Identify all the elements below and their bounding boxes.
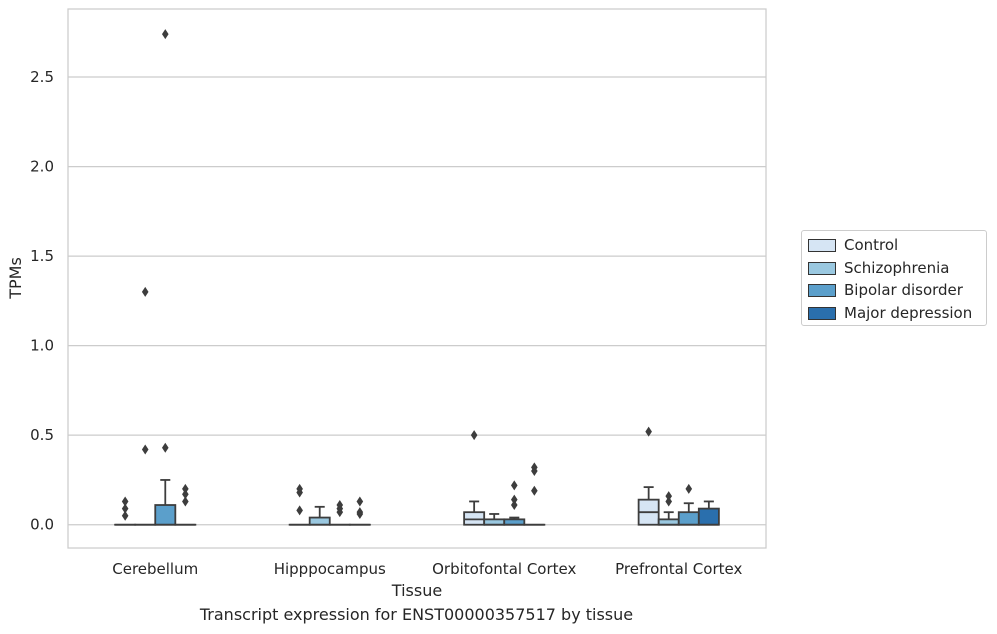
legend-swatch-control [808, 238, 836, 252]
box-3-3 [697, 500, 720, 526]
plot-frame [67, 8, 767, 549]
outlier-point [645, 426, 652, 437]
box-3-1 [657, 491, 680, 526]
outlier-point [336, 500, 344, 511]
outlier-point [356, 496, 364, 507]
outlier-point [510, 494, 518, 505]
outlier-point [685, 483, 693, 494]
box-1-0 [288, 483, 311, 526]
y-tick-label: 2.5 [30, 68, 54, 86]
outlier-point [121, 496, 129, 507]
outlier-point [531, 462, 538, 473]
box-body [677, 511, 700, 526]
legend-item-major-depression: Major depression [808, 303, 972, 323]
outlier-point [121, 510, 129, 521]
x-tick-label: Prefrontal Cortex [615, 560, 742, 578]
box-1-3 [348, 496, 371, 526]
outlier-point [121, 503, 129, 514]
box-2-3 [523, 462, 546, 526]
box-0-0 [114, 496, 137, 526]
box-body [697, 507, 720, 526]
outlier-point [141, 286, 149, 297]
box-3-0 [637, 426, 660, 526]
box-0-3 [174, 483, 197, 526]
box-3-2 [677, 483, 700, 526]
outlier-point [470, 430, 478, 441]
legend: Control Schizophrenia Bipolar disorder M… [801, 230, 987, 326]
legend-label-major-depression: Major depression [844, 304, 973, 322]
outlier-point [182, 489, 189, 500]
outlier-point [141, 444, 149, 455]
y-tick-label: 0.5 [30, 426, 54, 444]
x-tick-label: Orbitofontal Cortex [432, 560, 576, 578]
x-tick-label: Cerebellum [112, 560, 198, 578]
legend-item-control: Control [808, 235, 898, 255]
outlier-point [665, 491, 673, 502]
legend-label-bipolar-disorder: Bipolar disorder [844, 281, 963, 299]
outlier-point [665, 496, 673, 507]
outlier-point [182, 496, 189, 507]
outlier-point [510, 480, 518, 491]
legend-swatch-schizophrenia [808, 261, 836, 275]
box-0-2 [154, 29, 177, 526]
grid-lines [68, 76, 766, 526]
outlier-point [356, 507, 364, 518]
legend-label-schizophrenia: Schizophrenia [844, 259, 950, 277]
chart-caption: Transcript expression for ENST0000035751… [199, 605, 634, 624]
outlier-point [296, 505, 303, 516]
outlier-point [510, 500, 518, 511]
box-0-1 [134, 286, 157, 526]
box-1-1 [308, 505, 331, 526]
y-tick-labels: 0.0 0.5 1.0 1.5 2.0 2.5 [30, 68, 54, 534]
box-2-2 [503, 480, 526, 526]
x-tick-label: Hipppocampus [274, 560, 386, 578]
legend-item-bipolar-disorder: Bipolar disorder [808, 280, 963, 300]
y-axis-label: TPMs [6, 257, 25, 300]
outlier-point [161, 442, 169, 453]
y-tick-label: 0.0 [30, 516, 54, 534]
legend-swatch-bipolar-disorder [808, 283, 836, 297]
outlier-point [531, 485, 538, 496]
x-axis-label: Tissue [391, 581, 442, 600]
legend-swatch-major-depression [808, 306, 836, 320]
outlier-point [182, 483, 189, 494]
box-2-1 [483, 513, 506, 526]
box-body [154, 504, 177, 526]
box-body [308, 516, 331, 526]
legend-label-control: Control [844, 236, 899, 254]
boxes-layer [114, 29, 720, 526]
y-tick-label: 2.0 [30, 158, 54, 176]
y-tick-label: 1.5 [30, 247, 54, 265]
y-tick-label: 1.0 [30, 337, 54, 355]
x-tick-labels: Cerebellum Hipppocampus Orbitofontal Corte… [112, 560, 742, 578]
box-2-0 [463, 430, 486, 526]
legend-item-schizophrenia: Schizophrenia [808, 258, 949, 278]
outlier-point [296, 483, 303, 494]
box-1-2 [328, 500, 351, 526]
outlier-point [161, 29, 169, 40]
